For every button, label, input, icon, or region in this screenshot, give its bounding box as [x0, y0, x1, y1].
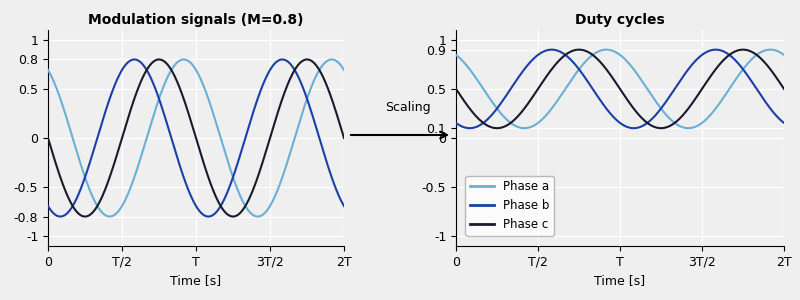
Legend: Phase a, Phase b, Phase c: Phase a, Phase b, Phase c — [465, 176, 554, 236]
Title: Modulation signals (M=0.8): Modulation signals (M=0.8) — [88, 14, 304, 27]
X-axis label: Time [s]: Time [s] — [170, 274, 222, 287]
Text: Scaling: Scaling — [385, 101, 431, 114]
Title: Duty cycles: Duty cycles — [575, 14, 665, 27]
X-axis label: Time [s]: Time [s] — [594, 274, 646, 287]
